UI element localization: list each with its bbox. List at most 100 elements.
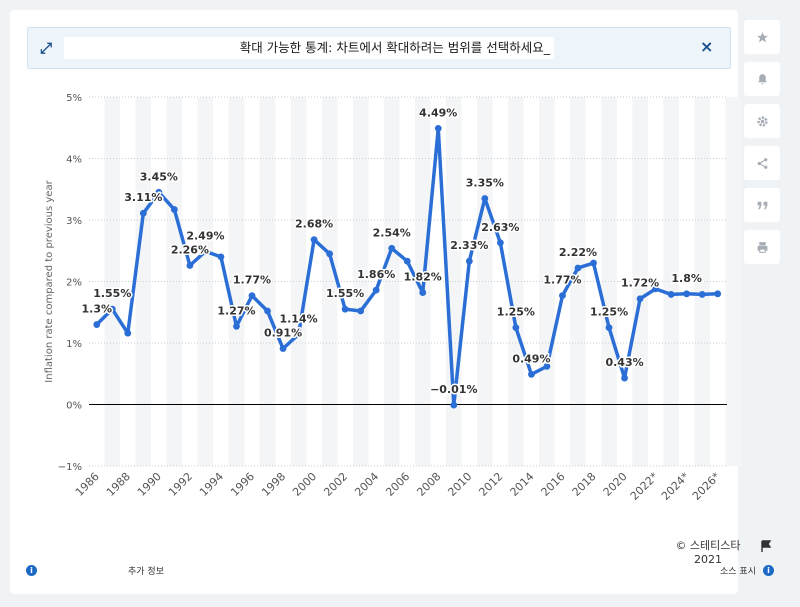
x-tick-label: 2000	[290, 470, 319, 499]
data-point	[605, 324, 613, 332]
data-point	[434, 124, 442, 132]
x-tick-label: 2026*	[690, 470, 723, 503]
data-label: 2.68%	[295, 218, 333, 231]
quote-icon	[757, 201, 767, 209]
background-band	[570, 97, 586, 466]
data-point	[93, 321, 101, 328]
background-band	[104, 97, 121, 466]
print-button[interactable]	[744, 230, 780, 264]
favorite-button[interactable]	[744, 20, 780, 54]
y-tick-label: 4%	[66, 155, 82, 166]
x-tick-label: 2002	[321, 470, 350, 499]
x-tick-label: 2008	[414, 470, 443, 499]
data-point	[155, 188, 163, 196]
data-label: 2.63%	[481, 221, 519, 234]
data-point	[512, 324, 520, 332]
x-tick-label: 1986	[73, 470, 102, 499]
close-icon[interactable]: ×	[700, 37, 714, 56]
notification-button[interactable]	[744, 62, 780, 96]
y-axis-title: Inflation rate compared to previous year	[44, 179, 55, 382]
data-label: 1.27%	[217, 304, 255, 317]
zoom-banner-message: 확대 가능한 통계: 차트에서 확대하려는 범위를 선택하세요_	[64, 37, 554, 59]
y-tick-label: 3%	[66, 216, 82, 227]
data-point	[450, 401, 458, 409]
data-point	[357, 307, 365, 315]
x-tick-label: 1998	[259, 470, 288, 499]
info-icon[interactable]: i	[26, 565, 37, 576]
data-point	[667, 291, 675, 298]
data-label: 1.72%	[621, 277, 659, 290]
data-point	[403, 257, 411, 265]
x-tick-label: 2010	[445, 470, 474, 499]
data-point	[124, 329, 132, 337]
background-band	[725, 97, 741, 466]
print-icon	[757, 241, 767, 253]
x-tick-label: 1992	[166, 470, 195, 499]
background-band	[290, 97, 307, 466]
data-label: 1.8%	[671, 272, 702, 285]
cite-button[interactable]	[744, 188, 780, 222]
more-info-link[interactable]: 추가 정보	[128, 567, 164, 577]
data-point	[465, 257, 473, 265]
data-label: 3.45%	[140, 170, 178, 183]
gear-icon	[756, 115, 768, 127]
background-band	[166, 97, 183, 466]
data-point	[372, 286, 380, 294]
show-source-link[interactable]: 소스 표시	[720, 567, 756, 577]
data-point	[698, 291, 706, 298]
copyright-year: 2021	[694, 553, 722, 566]
data-point	[543, 362, 551, 370]
data-label: 2.54%	[373, 226, 411, 239]
data-point	[326, 250, 334, 258]
data-label: 1.14%	[279, 312, 317, 325]
source-info-icon[interactable]: i	[763, 565, 774, 576]
data-point	[481, 195, 489, 202]
x-tick-label: 2020	[601, 470, 630, 499]
data-point	[279, 345, 287, 352]
settings-button[interactable]	[744, 104, 780, 138]
x-tick-label: 2012	[476, 470, 505, 499]
x-tick-label: 2016	[539, 470, 568, 499]
data-label: 1.86%	[357, 268, 395, 281]
data-label: 3.35%	[466, 176, 504, 189]
data-point	[574, 264, 582, 272]
data-point	[295, 330, 302, 338]
copyright-line: © 스테티스타	[675, 539, 741, 552]
x-tick-label: 2024*	[659, 470, 692, 503]
flag-icon[interactable]	[760, 540, 772, 552]
background-band	[477, 97, 493, 466]
data-point	[636, 295, 644, 303]
data-point	[170, 206, 178, 213]
data-label: 0.43%	[605, 356, 643, 369]
data-label: 1.3%	[82, 303, 113, 316]
x-tick-label: 2006	[383, 470, 412, 499]
data-point	[419, 289, 427, 296]
data-label: 3.11%	[124, 191, 162, 204]
x-tick-label: 2022*	[628, 470, 661, 503]
y-tick-label: 5%	[66, 93, 82, 104]
data-point	[714, 290, 722, 298]
x-tick-label: 2014	[508, 470, 537, 499]
share-icon	[757, 157, 767, 169]
data-point	[621, 374, 628, 382]
expand-icon[interactable]: ⤢	[40, 39, 53, 57]
data-label: 0.91%	[264, 327, 302, 340]
data-point	[496, 239, 504, 247]
data-label: 4.49%	[419, 106, 457, 119]
background-band	[694, 97, 710, 466]
background-band	[383, 97, 400, 466]
share-button[interactable]	[744, 146, 780, 180]
background-band	[352, 97, 369, 466]
data-point	[233, 322, 240, 330]
x-tick-label: 1990	[135, 470, 164, 499]
data-label: −0.01%	[430, 383, 477, 396]
bell-icon	[757, 73, 767, 84]
data-point	[590, 259, 597, 267]
background-band	[259, 97, 276, 466]
zoom-banner: ⤢ 확대 가능한 통계: 차트에서 확대하려는 범위를 선택하세요_ ×	[27, 27, 731, 69]
data-label: 1.82%	[404, 271, 442, 284]
data-label: 2.22%	[559, 246, 597, 259]
data-point	[108, 305, 116, 313]
data-point	[186, 262, 194, 269]
data-label: 2.33%	[450, 239, 488, 252]
